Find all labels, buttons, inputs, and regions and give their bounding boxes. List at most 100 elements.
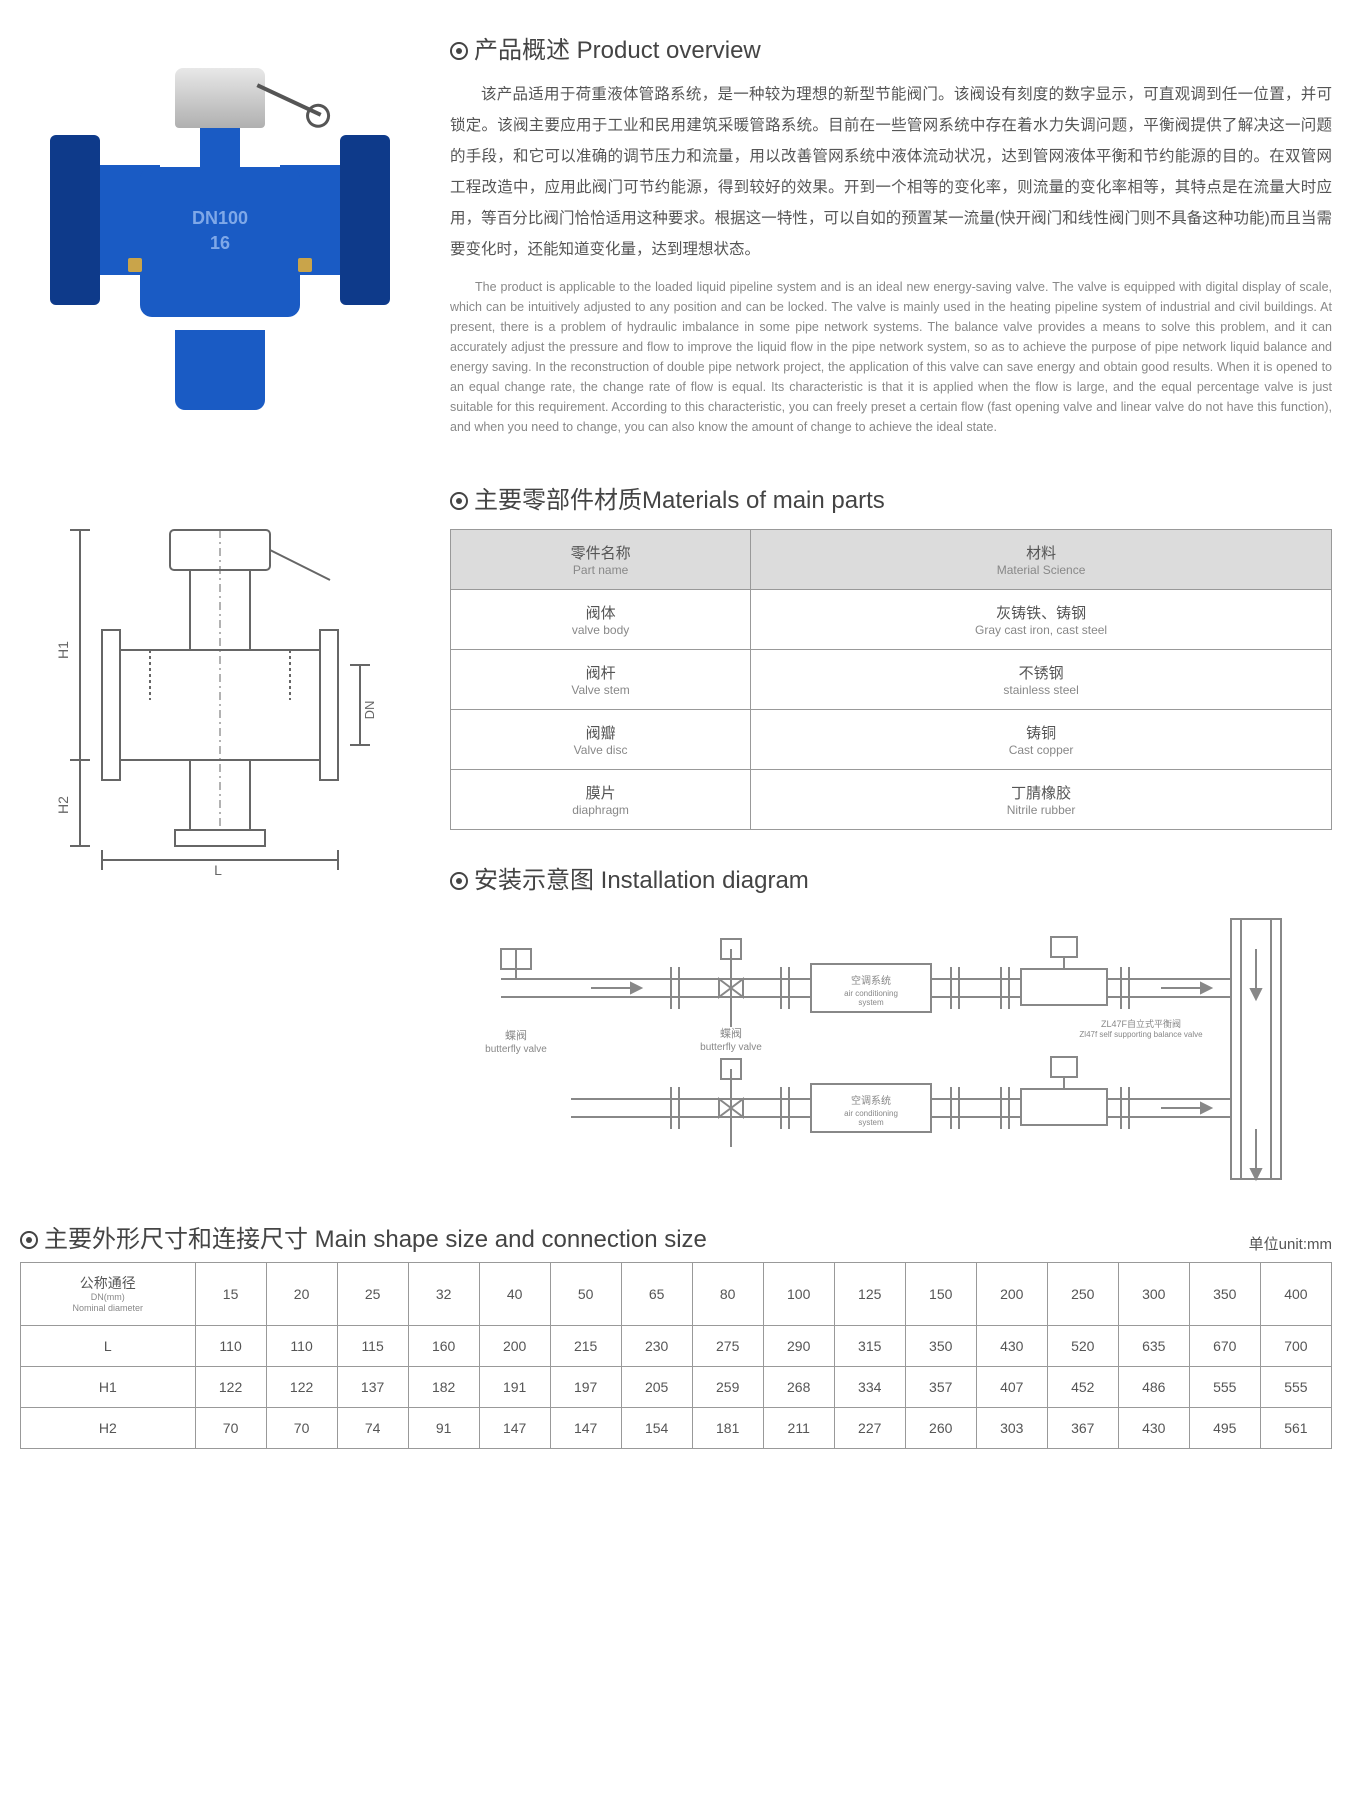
materials-head-part: 零件名称 Part name <box>451 530 751 590</box>
dim-dn-cell: 125 <box>834 1263 905 1326</box>
dim-head-row: 公称通径DN(mm)Nominal diameter15202532405065… <box>21 1263 1332 1326</box>
dim-cell: 197 <box>550 1367 621 1408</box>
materials-title: 主要零部件材质Materials of main parts <box>450 480 1332 515</box>
dim-cell: 367 <box>1047 1408 1118 1449</box>
materials-install-col: 主要零部件材质Materials of main parts 零件名称 Part… <box>450 480 1332 1189</box>
dim-dn-cell: 15 <box>195 1263 266 1326</box>
dim-cell: 182 <box>408 1367 479 1408</box>
diag-bf-cn: 蝶阀 <box>505 1028 527 1042</box>
install-svg: 蝶阀 butterfly valve 蝶阀 butterfly valve 空调… <box>450 909 1332 1189</box>
dim-cell: 200 <box>479 1326 550 1367</box>
bullet-icon <box>20 1231 38 1249</box>
dim-cell: 635 <box>1118 1326 1189 1367</box>
material-cell: 不锈钢stainless steel <box>751 650 1332 710</box>
dim-cell: 315 <box>834 1326 905 1367</box>
dim-cell: 407 <box>976 1367 1047 1408</box>
label-L: L <box>214 862 222 878</box>
product-image-col: DN100 16 <box>20 30 420 440</box>
install-title: 安装示意图 Installation diagram <box>450 860 1332 895</box>
label-H2: H2 <box>55 796 71 814</box>
dim-cell: 486 <box>1118 1367 1189 1408</box>
dim-cell: 137 <box>337 1367 408 1408</box>
dim-cell: 70 <box>195 1408 266 1449</box>
dim-dn-cell: 20 <box>266 1263 337 1326</box>
dim-row-label: L <box>21 1326 196 1367</box>
dim-cell: 430 <box>976 1326 1047 1367</box>
table-row: 阀体valve body 灰铸铁、铸钢Gray cast iron, cast … <box>451 590 1332 650</box>
dim-cell: 227 <box>834 1408 905 1449</box>
materials-head-material: 材料 Material Science <box>751 530 1332 590</box>
part-cell: 阀杆Valve stem <box>451 650 751 710</box>
bullet-icon <box>450 42 468 60</box>
brass-fitting <box>298 258 312 272</box>
mid-section: L H1 H2 DN 主要零部件材质Materials of main part… <box>20 480 1332 1189</box>
dim-cell: 303 <box>976 1408 1047 1449</box>
dim-cell: 205 <box>621 1367 692 1408</box>
valve-flange-left <box>50 135 100 305</box>
dim-row-label: H1 <box>21 1367 196 1408</box>
valve-stem <box>200 117 240 207</box>
table-row: H112212213718219119720525926833435740745… <box>21 1367 1332 1408</box>
dim-cell: 260 <box>905 1408 976 1449</box>
dim-cell: 357 <box>905 1367 976 1408</box>
dim-cell: 350 <box>905 1326 976 1367</box>
overview-col: 产品概述 Product overview 该产品适用于荷重液体管路系统，是一种… <box>450 30 1332 440</box>
diag-ac-cn: 空调系统 <box>851 974 891 987</box>
dim-cell: 230 <box>621 1326 692 1367</box>
diag-ac-en1: air conditioning <box>844 989 898 998</box>
material-cell: 灰铸铁、铸钢Gray cast iron, cast steel <box>751 590 1332 650</box>
dim-cell: 452 <box>1047 1367 1118 1408</box>
dimension-schematic: L H1 H2 DN <box>50 500 390 880</box>
dim-header: 主要外形尺寸和连接尺寸 Main shape size and connecti… <box>20 1219 1332 1254</box>
dim-head-label: 公称通径DN(mm)Nominal diameter <box>21 1263 196 1326</box>
dim-cell: 147 <box>479 1408 550 1449</box>
part-cell: 阀瓣Valve disc <box>451 710 751 770</box>
label-DN: DN <box>362 701 377 720</box>
dim-cell: 160 <box>408 1326 479 1367</box>
dim-cell: 561 <box>1260 1408 1331 1449</box>
dim-cell: 334 <box>834 1367 905 1408</box>
diag-bf2-cn: 蝶阀 <box>720 1026 742 1040</box>
dimensions-section: 主要外形尺寸和连接尺寸 Main shape size and connecti… <box>20 1219 1332 1449</box>
top-section: DN100 16 产品概述 Product overview 该产品适用于荷重液… <box>20 30 1332 440</box>
part-cell: 膜片diaphragm <box>451 770 751 830</box>
unit-label: 单位unit:mm <box>1249 1233 1332 1254</box>
dim-cell: 700 <box>1260 1326 1331 1367</box>
dim-cell: 495 <box>1189 1408 1260 1449</box>
dim-cell: 147 <box>550 1408 621 1449</box>
bullet-icon <box>450 872 468 890</box>
dim-dn-cell: 100 <box>763 1263 834 1326</box>
dim-row-label: H2 <box>21 1408 196 1449</box>
head-cn: 材料 <box>1026 545 1056 562</box>
dim-dn-cell: 400 <box>1260 1263 1331 1326</box>
valve-pn: 16 <box>210 233 230 253</box>
dim-cell: 555 <box>1260 1367 1331 1408</box>
dim-cell: 74 <box>337 1408 408 1449</box>
materials-table: 零件名称 Part name 材料 Material Science 阀体val… <box>450 529 1332 830</box>
diag-bf2-en: butterfly valve <box>700 1042 762 1053</box>
schematic-svg: L H1 H2 DN <box>50 500 390 880</box>
label-H1: H1 <box>55 641 71 659</box>
dim-cell: 520 <box>1047 1326 1118 1367</box>
table-row: 阀瓣Valve disc 铸铜Cast copper <box>451 710 1332 770</box>
head-en: Material Science <box>759 563 1323 577</box>
dim-cell: 290 <box>763 1326 834 1367</box>
dim-dn-cell: 150 <box>905 1263 976 1326</box>
dim-cell: 555 <box>1189 1367 1260 1408</box>
dim-dn-cell: 65 <box>621 1263 692 1326</box>
valve-dn: DN100 <box>192 208 248 228</box>
overview-cn: 该产品适用于荷重液体管路系统，是一种较为理想的新型节能阀门。该阀设有刻度的数字显… <box>450 79 1332 265</box>
dim-cell: 191 <box>479 1367 550 1408</box>
table-row: 阀杆Valve stem 不锈钢stainless steel <box>451 650 1332 710</box>
materials-header-row: 零件名称 Part name 材料 Material Science <box>451 530 1332 590</box>
dim-dn-cell: 350 <box>1189 1263 1260 1326</box>
overview-title-text: 产品概述 Product overview <box>474 37 761 64</box>
dim-cell: 122 <box>266 1367 337 1408</box>
dim-dn-cell: 40 <box>479 1263 550 1326</box>
material-cell: 丁腈橡胶Nitrile rubber <box>751 770 1332 830</box>
valve-bottom <box>175 330 265 410</box>
diag-bal-cn: ZL47F自立式平衡阀 <box>1101 1018 1181 1029</box>
dim-dn-cell: 80 <box>692 1263 763 1326</box>
dim-cell: 70 <box>266 1408 337 1449</box>
materials-title-text: 主要零部件材质Materials of main parts <box>474 487 885 514</box>
